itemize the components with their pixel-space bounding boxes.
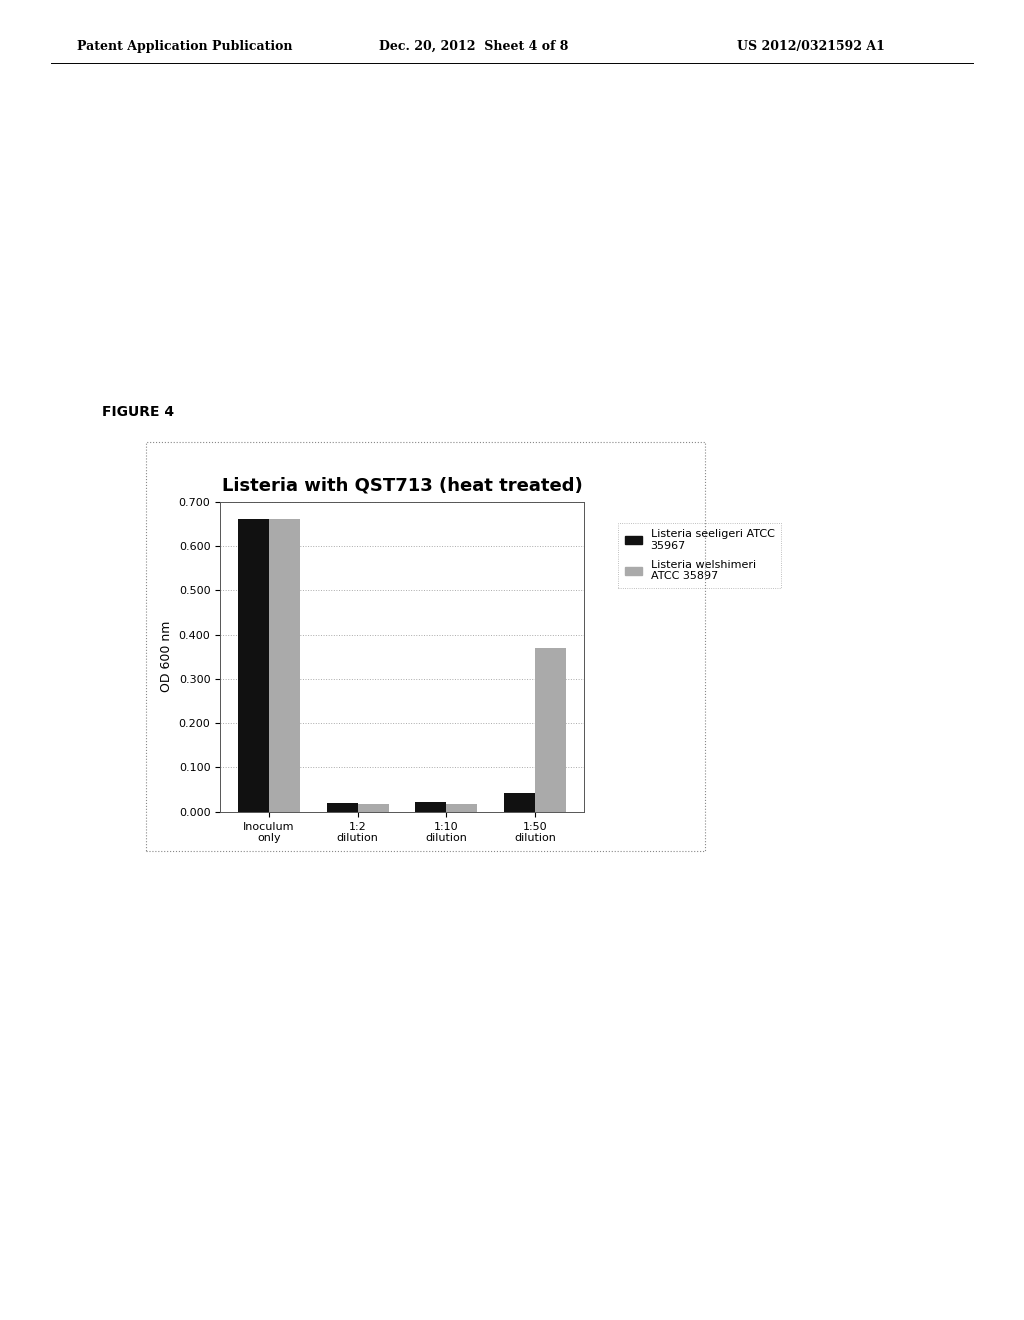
- Title: Listeria with QST713 (heat treated): Listeria with QST713 (heat treated): [221, 477, 583, 495]
- Bar: [238, 519, 269, 812]
- Bar: [535, 648, 566, 812]
- Bar: [327, 803, 357, 812]
- Text: US 2012/0321592 A1: US 2012/0321592 A1: [737, 40, 885, 53]
- Bar: [415, 803, 446, 812]
- Bar: [504, 793, 535, 812]
- Text: Patent Application Publication: Patent Application Publication: [77, 40, 292, 53]
- Bar: [357, 804, 389, 812]
- Bar: [269, 519, 300, 812]
- Y-axis label: OD 600 nm: OD 600 nm: [160, 620, 173, 693]
- Legend: Listeria seeligeri ATCC
35967, Listeria welshimeri
ATCC 35897: Listeria seeligeri ATCC 35967, Listeria …: [618, 523, 781, 589]
- Text: FIGURE 4: FIGURE 4: [102, 405, 174, 418]
- Bar: [446, 804, 477, 812]
- Text: Dec. 20, 2012  Sheet 4 of 8: Dec. 20, 2012 Sheet 4 of 8: [379, 40, 568, 53]
